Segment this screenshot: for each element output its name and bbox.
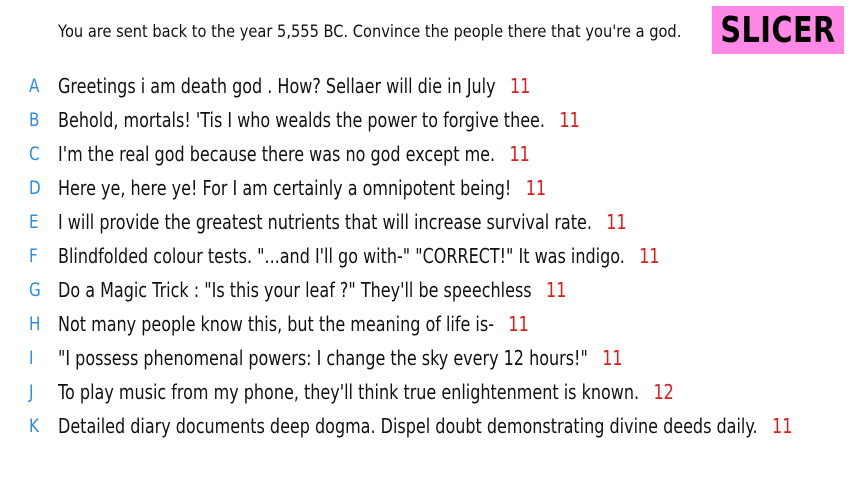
answer-item-b[interactable]: B Behold, mortals! 'Tis I who wealds the…	[0, 104, 853, 138]
answer-letter: B	[29, 109, 40, 131]
answer-score: 12	[653, 380, 674, 404]
answer-text: "I possess phenomenal powers: I change t…	[58, 346, 588, 370]
answer-text: Do a Magic Trick : "Is this your leaf ?"…	[58, 278, 532, 302]
answer-letter: F	[29, 245, 38, 267]
answer-letter: E	[29, 211, 39, 233]
answer-item-j[interactable]: J To play music from my phone, they'll t…	[0, 376, 853, 410]
answer-letter: C	[29, 143, 40, 165]
answer-text: Detailed diary documents deep dogma. Dis…	[58, 414, 758, 438]
answer-text: I will provide the greatest nutrients th…	[58, 210, 592, 234]
answer-letter: K	[29, 415, 39, 437]
brand-logo-text: SLICER	[720, 9, 836, 51]
answer-score: 11	[559, 108, 580, 132]
prompt-text: You are sent back to the year 5,555 BC. …	[58, 22, 682, 42]
answer-item-i[interactable]: I "I possess phenomenal powers: I change…	[0, 342, 853, 376]
answer-letter: G	[29, 279, 41, 301]
answer-score: 11	[639, 244, 660, 268]
answer-letter: I	[29, 347, 34, 369]
answer-score: 11	[602, 346, 623, 370]
answer-score: 11	[525, 176, 547, 200]
answer-item-d[interactable]: D Here ye, here ye! For I am certainly a…	[0, 172, 853, 206]
answer-score: 11	[510, 74, 531, 98]
answer-text: Not many people know this, but the meani…	[58, 312, 494, 336]
answer-item-a[interactable]: A Greetings i am death god . How? Sellae…	[0, 70, 853, 104]
answer-letter: J	[29, 381, 34, 403]
answer-text: Greetings i am death god . How? Sellaer …	[58, 74, 496, 98]
answer-letter: A	[29, 75, 40, 97]
answer-score: 11	[606, 210, 627, 234]
answer-item-e[interactable]: E I will provide the greatest nutrients …	[0, 206, 853, 240]
answer-text: Behold, mortals! 'Tis I who wealds the p…	[58, 108, 545, 132]
answer-text: Blindfolded colour tests. "...and I'll g…	[58, 244, 625, 268]
answer-item-f[interactable]: F Blindfolded colour tests. "...and I'll…	[0, 240, 853, 274]
answer-text: I'm the real god because there was no go…	[58, 142, 496, 166]
answer-item-c[interactable]: C I'm the real god because there was no …	[0, 138, 853, 172]
answer-item-g[interactable]: G Do a Magic Trick : "Is this your leaf …	[0, 274, 853, 308]
answer-score: 11	[509, 142, 530, 166]
answer-score: 11	[508, 312, 529, 336]
answer-score: 11	[772, 414, 793, 438]
answer-letter: H	[29, 313, 41, 335]
answer-text: Here ye, here ye! For I am certainly a o…	[58, 176, 512, 200]
answer-score: 11	[546, 278, 567, 302]
answer-item-k[interactable]: K Detailed diary documents deep dogma. D…	[0, 410, 853, 444]
answer-letter: D	[29, 177, 41, 199]
brand-logo: SLICER	[712, 6, 844, 54]
answer-item-h[interactable]: H Not many people know this, but the mea…	[0, 308, 853, 342]
answer-text: To play music from my phone, they'll thi…	[58, 380, 640, 404]
